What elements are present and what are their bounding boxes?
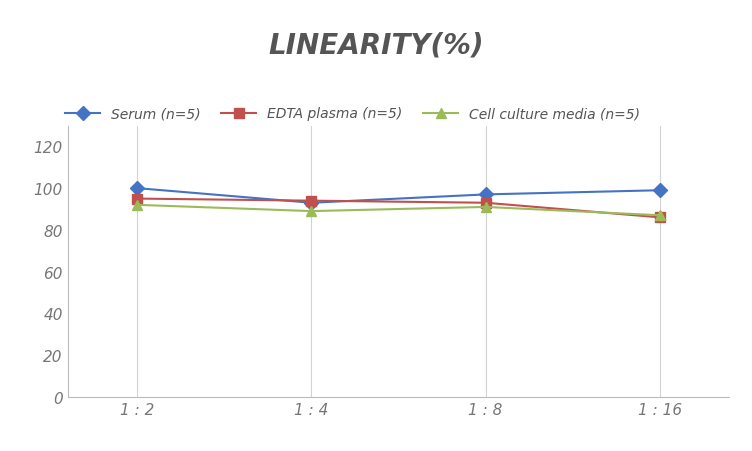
- Serum (n=5): [655, 188, 664, 193]
- Line: EDTA plasma (n=5): EDTA plasma (n=5): [132, 194, 665, 223]
- Cell culture media (n=5): [133, 202, 142, 208]
- Line: Serum (n=5): Serum (n=5): [132, 184, 665, 208]
- EDTA plasma (n=5): [307, 198, 316, 204]
- Serum (n=5): [307, 201, 316, 206]
- Line: Cell culture media (n=5): Cell culture media (n=5): [132, 201, 665, 221]
- Cell culture media (n=5): [307, 209, 316, 214]
- Cell culture media (n=5): [655, 213, 664, 218]
- Serum (n=5): [481, 192, 490, 198]
- Cell culture media (n=5): [481, 205, 490, 210]
- EDTA plasma (n=5): [133, 197, 142, 202]
- Text: LINEARITY(%): LINEARITY(%): [268, 32, 484, 60]
- Legend: Serum (n=5), EDTA plasma (n=5), Cell culture media (n=5): Serum (n=5), EDTA plasma (n=5), Cell cul…: [59, 101, 646, 127]
- EDTA plasma (n=5): [481, 201, 490, 206]
- Serum (n=5): [133, 186, 142, 191]
- EDTA plasma (n=5): [655, 215, 664, 221]
